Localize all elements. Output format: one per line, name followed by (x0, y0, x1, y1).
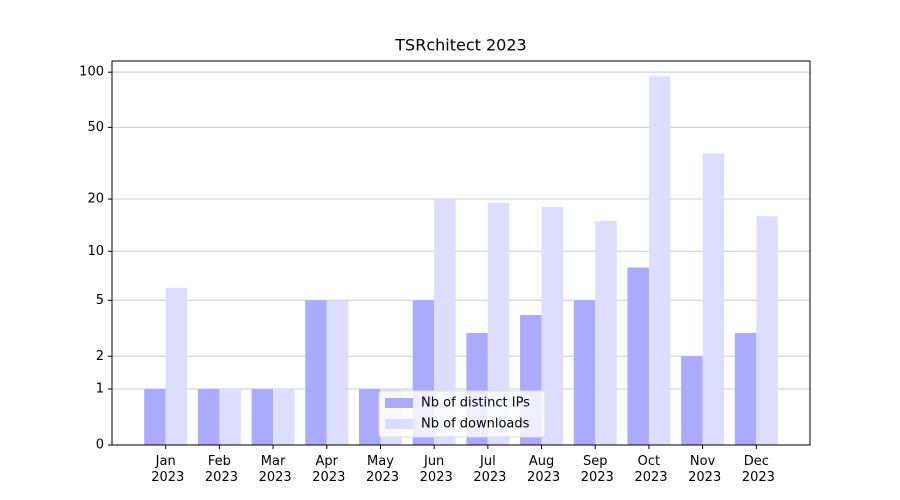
x-tick-label: Sep 2023 (577, 454, 614, 485)
x-tick-label: Mar 2023 (254, 454, 291, 485)
bar (756, 216, 778, 445)
x-tick-label: Dec 2023 (738, 454, 775, 485)
bar (573, 300, 596, 445)
x-tick-label-line: Jun (423, 454, 444, 469)
x-tick-label-line: May (367, 454, 394, 469)
x-tick-label: Feb 2023 (201, 454, 238, 485)
bar (627, 267, 649, 445)
x-tick-label-line: 2023 (523, 470, 560, 485)
x-tick-label-line: 2023 (469, 470, 506, 485)
legend-box (378, 390, 546, 438)
x-tick-label-line: 2023 (308, 470, 345, 485)
x-tick-label-line: Nov (690, 454, 716, 469)
bar (702, 153, 725, 445)
x-tick-label-line: Feb (208, 454, 231, 469)
bar (305, 300, 327, 445)
x-tick-label-line: Jul (479, 454, 496, 469)
bar (434, 199, 456, 445)
bar (144, 389, 166, 445)
legend-swatch (385, 398, 413, 408)
x-tick-label-line: 2023 (201, 470, 238, 485)
x-tick-label: Apr 2023 (308, 454, 345, 485)
bar (165, 287, 188, 445)
x-tick-label-line: 2023 (577, 470, 614, 485)
bar (219, 389, 241, 445)
bar (734, 333, 757, 445)
y-tick-label: 2 (96, 349, 104, 364)
bar (251, 389, 274, 445)
plot-frame (111, 60, 811, 446)
legend-label: Nb of downloads (421, 417, 530, 432)
x-tick-label-line: 2023 (630, 470, 667, 485)
y-tick-label: 0 (96, 438, 104, 453)
x-tick-label: Jun 2023 (416, 454, 453, 485)
y-tick-label: 1 (96, 382, 104, 397)
bar (595, 221, 617, 445)
x-tick-label: May 2023 (362, 454, 399, 485)
x-tick-label-line: 2023 (362, 470, 399, 485)
x-tick-label: Nov 2023 (684, 454, 721, 485)
legend-swatch (385, 419, 413, 429)
x-tick-label: Jul 2023 (469, 454, 506, 485)
y-tick-label: 10 (87, 244, 104, 259)
y-tick-label: 50 (87, 120, 104, 135)
x-tick-label-line: 2023 (416, 470, 453, 485)
x-tick-label-line: Oct (638, 454, 660, 469)
x-tick-label-line: Mar (261, 454, 286, 469)
legend-label: Nb of distinct IPs (421, 396, 530, 411)
x-tick-label-line: 2023 (684, 470, 721, 485)
bar (648, 76, 671, 445)
x-tick-label: Aug 2023 (523, 454, 560, 485)
x-tick-label-line: Jan (155, 454, 176, 469)
x-tick-label: Oct 2023 (630, 454, 667, 485)
x-tick-label-line: Dec (744, 454, 769, 469)
bar (273, 389, 295, 445)
bar (358, 389, 381, 445)
x-tick-label: Jan 2023 (147, 454, 184, 485)
y-tick-label: 20 (87, 192, 104, 207)
y-tick-label: 100 (79, 65, 104, 80)
chart-title: TSRchitect 2023 (394, 36, 526, 55)
x-tick-label-line: 2023 (147, 470, 184, 485)
x-tick-label-line: 2023 (738, 470, 775, 485)
bar (541, 207, 564, 445)
bar (197, 389, 220, 445)
y-tick-label: 5 (96, 293, 104, 308)
bar (487, 203, 510, 445)
bar (681, 356, 703, 445)
x-tick-label-line: Sep (583, 454, 608, 469)
x-tick-label-line: 2023 (254, 470, 291, 485)
x-tick-label-line: Apr (316, 454, 339, 469)
x-tick-label-line: Aug (529, 454, 554, 469)
bar (326, 300, 349, 445)
